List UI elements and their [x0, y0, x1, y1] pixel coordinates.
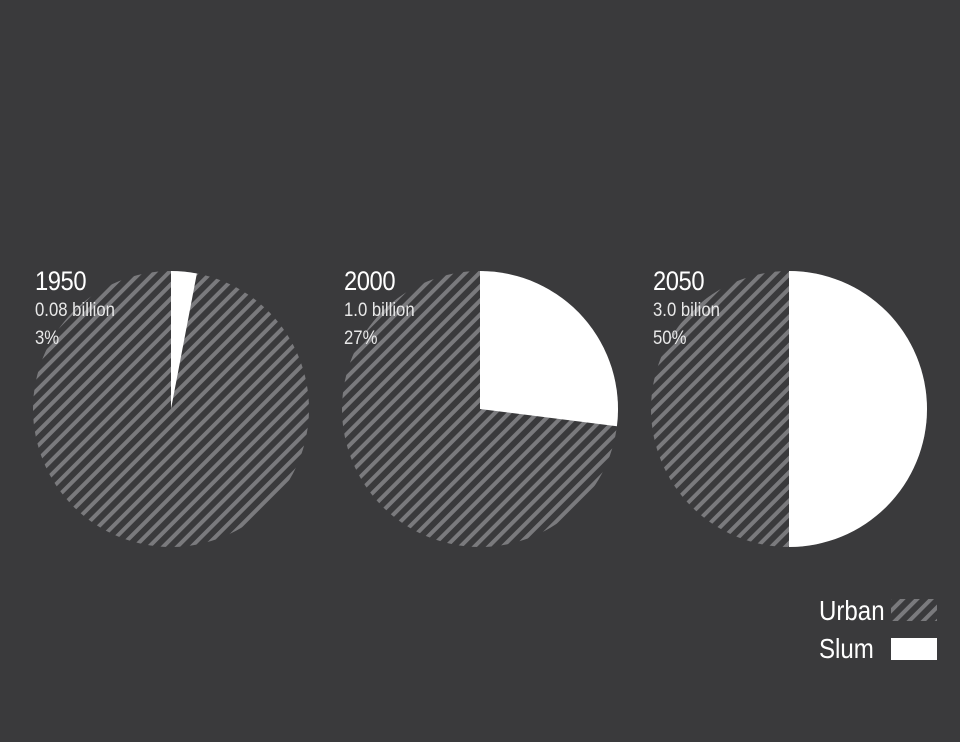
pie-1950	[33, 271, 309, 547]
pie-label-1950: 1950 0.08 billion 3%	[35, 266, 185, 349]
legend-swatch-urban	[891, 599, 937, 621]
pie-label-2000: 2000 1.0 billion 27%	[344, 266, 494, 349]
pie-percent-label: 3%	[35, 328, 60, 349]
pie-year-label: 2050	[653, 266, 705, 296]
pie-year-label: 1950	[35, 266, 87, 296]
pie-percent-label: 27%	[344, 328, 378, 349]
pie-slice-slum-1950	[171, 271, 197, 409]
pie-2000	[342, 271, 619, 547]
pie-percent-label: 50%	[653, 328, 687, 349]
legend-label-urban: Urban	[819, 595, 885, 626]
pie-amount-label: 3.0 bilion	[653, 300, 720, 321]
pie-year-label: 2000	[344, 266, 396, 296]
pie-slice-slum-2050	[789, 271, 927, 547]
pie-amount-label: 1.0 billion	[344, 300, 415, 321]
pie-amount-label: 0.08 billion	[35, 300, 115, 321]
legend-swatch-slum	[891, 638, 937, 660]
pie-slice-slum-2000	[480, 271, 619, 427]
pie-label-2050: 2050 3.0 bilion 50%	[653, 266, 803, 349]
legend-label-slum: Slum	[819, 633, 874, 664]
pie-2050	[651, 271, 927, 547]
